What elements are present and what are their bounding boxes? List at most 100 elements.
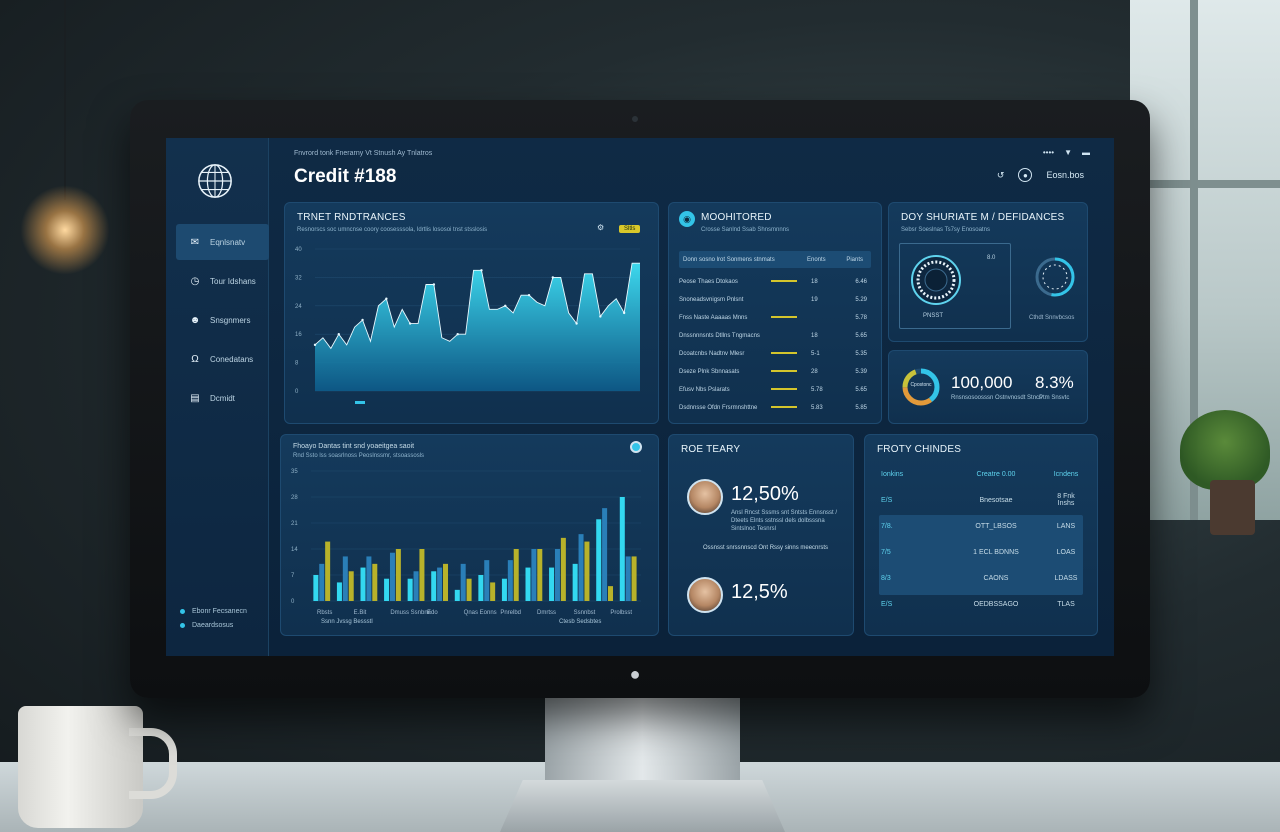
panel-roe: ROE TEARY 12,50% Ansl Rncst Sssms snt Sn…	[668, 434, 854, 636]
table-row[interactable]: Fnss Naste Aaaaas Mnns 5.78	[679, 309, 871, 326]
table-header: Donn sosno lrot Sonmens stnmats Enonts P…	[679, 251, 871, 268]
table-row[interactable]: Dsdnnsse Ofdn Frsrmnshttne 5.83 5.85	[679, 399, 871, 416]
table-row[interactable]: 7/5 1 ECL BDNNS LOAS	[881, 541, 1081, 563]
sidebar-item-tours[interactable]: ◷ Tour Idshans	[176, 263, 269, 299]
column-header: Creatre 0.00	[976, 470, 1016, 478]
battery-icon: ▬	[1082, 148, 1090, 157]
y-tick-label: 28	[291, 495, 298, 501]
bar	[460, 563, 466, 601]
legend-label: Ebonr Fecsanecn	[192, 608, 247, 615]
table-row[interactable]: Peose Thaes Dtokaos 18 6.46	[679, 273, 871, 290]
row-value: 6.46	[855, 278, 867, 285]
bar	[443, 563, 449, 601]
clock-icon: ◷	[190, 275, 200, 287]
sidebar-item-conditions[interactable]: Ω Conedatans	[176, 341, 269, 377]
y-tick-label: 24	[295, 304, 302, 310]
row-id: E/S	[881, 600, 893, 608]
gauge-side-value: 8.0	[987, 255, 996, 261]
filter-tag[interactable]: Sltls	[619, 225, 641, 233]
bar	[596, 519, 602, 601]
sidebar-item-credit[interactable]: ▤ Dcmidt	[176, 380, 269, 416]
column-header: Piants	[846, 256, 863, 263]
profile-icon[interactable]: ●	[1018, 168, 1033, 182]
data-point	[361, 318, 364, 322]
info-icon[interactable]	[630, 441, 642, 453]
row-name: Dcoatcnbs Nadtnv Mlesr	[679, 350, 745, 357]
sidebar-item-customers[interactable]: ☻ Snsgnmers	[176, 302, 269, 338]
x-tick-label: Edo	[427, 610, 438, 616]
sidebar: ✉ Eqnlsnatv ◷ Tour Idshans ☻ Snsgnmers Ω…	[166, 138, 269, 656]
y-tick-label: 21	[291, 521, 298, 527]
sidebar-item-label: Conedatans	[210, 354, 254, 364]
panel-monitored: ◉ MOOHITORED Crosse Sanlnd Ssab Shnsmnnn…	[668, 202, 882, 424]
y-tick-label: 16	[295, 332, 302, 338]
x-tick-label: Ssnnbst	[574, 610, 596, 616]
row-value: 5.65	[855, 332, 867, 339]
y-tick-label: 0	[295, 389, 299, 395]
row-indicator	[771, 369, 811, 375]
legend-right: Ctesb Sedsbtes	[559, 619, 602, 625]
bar	[413, 571, 419, 601]
x-tick-label: Qnas Eonns	[464, 610, 497, 616]
refresh-icon[interactable]: ↺	[996, 169, 1005, 180]
panel-title: Fhoayo Dantas tint snd yoaeitgea saoit	[293, 443, 415, 450]
table-row[interactable]: 7/8. OTT_LBSOS LANS	[881, 515, 1081, 537]
bar	[366, 556, 372, 601]
table-row[interactable]: E/S Bnesotsae 8 Fnk Inshs	[881, 489, 1081, 511]
table-row[interactable]: Efusv Nbs Pslarats 5.78 5.65	[679, 381, 871, 398]
bar	[389, 552, 395, 601]
bar	[608, 586, 614, 601]
legend-swatch	[355, 401, 365, 404]
bar	[490, 582, 496, 601]
legend-dot	[180, 609, 185, 614]
row-value: 5.39	[855, 368, 867, 375]
table-row[interactable]: E/S OEDBSSAGO TLAS	[881, 593, 1081, 615]
row-highlight	[879, 515, 1083, 595]
row-indicator	[771, 405, 811, 411]
settings-icon[interactable]: ⚙	[597, 223, 605, 232]
globe-logo-icon[interactable]	[196, 162, 234, 200]
bar	[584, 541, 590, 601]
roe-value-1: 12,50%	[731, 483, 799, 505]
header-actions: ↺ ● Eosn.bos	[997, 168, 1084, 182]
table-row[interactable]: Snoneadsvnigsm Pnlsnt 19 5.29	[679, 291, 871, 308]
mail-icon: ✉	[190, 236, 200, 248]
column-header: Donn sosno lrot Sonmens stnmats	[683, 256, 775, 263]
sidebar-item-dashboard[interactable]: ✉ Eqnlsnatv	[176, 224, 269, 260]
x-tick-label: Rbsts	[317, 610, 332, 616]
bar	[513, 549, 519, 601]
panel-footnote: Cthdt Snnvbcsos	[1029, 315, 1075, 321]
roe-link[interactable]: Ossnsst snrssnnscd Ont Rssy sinns meecnr…	[703, 545, 829, 551]
roe-description: Ansl Rncst Sssms snt Sntsts Ennsnsst / D…	[731, 510, 838, 532]
panel-title: TRNET RNDTRANCES	[297, 212, 406, 223]
bar	[602, 508, 608, 601]
table-row[interactable]: Dseze Plnk Sbnnasats 28 5.39	[679, 363, 871, 380]
row-value: OTT_LBSOS	[975, 522, 1017, 530]
panel-subtitle: Sebsr Soeslnas Ts7sy Enosoatns	[901, 227, 990, 233]
data-point	[432, 283, 436, 286]
row-value: OEDBSSAGO	[973, 600, 1019, 608]
bar	[360, 567, 366, 601]
row-name: Efusv Nbs Pslarats	[679, 386, 730, 393]
bar	[336, 582, 342, 601]
row-value: 18	[811, 278, 818, 285]
legend-dot	[180, 623, 185, 628]
bar	[313, 575, 319, 601]
bar	[395, 549, 401, 601]
avatar	[687, 577, 723, 613]
kpi-caption: Rnsnsosoosssn Ostnvnosdt Stncs	[951, 395, 1043, 401]
roe-value-2: 12,5%	[731, 581, 788, 603]
y-tick-label: 35	[291, 469, 298, 475]
table-row[interactable]: Dcoatcnbs Nadtnv Mlesr 5-1 5.35	[679, 345, 871, 362]
monitor-badge-icon: ◉	[679, 211, 695, 227]
monitor: ● ✉ Eqnlsnatv ◷ Tour Idshans ☻ Sns	[130, 100, 1150, 698]
bar	[325, 541, 331, 601]
panel-bars: Fhoayo Dantas tint snd yoaeitgea saoit R…	[280, 434, 659, 636]
table-row[interactable]: Dnssnnnsnts Dtllns Tngmacns 18 5.65	[679, 327, 871, 344]
chart-icon: ▤	[190, 392, 200, 404]
wifi-icon: ▼	[1064, 148, 1072, 157]
table-row[interactable]: 8/3 CAONS LDASS	[881, 567, 1081, 589]
row-name: Fnss Naste Aaaaas Mnns	[679, 314, 748, 321]
row-value: Bnesotsae	[979, 496, 1013, 504]
row-indicator	[771, 351, 811, 357]
